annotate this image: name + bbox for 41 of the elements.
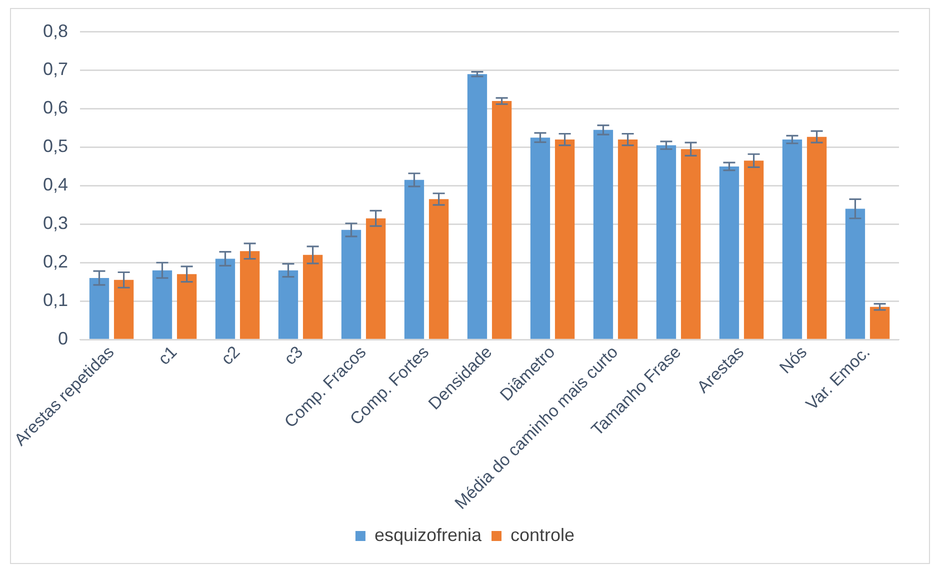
bar: [680, 149, 701, 339]
y-tick-label: 0,2: [42, 252, 68, 272]
bar: [114, 280, 134, 339]
bar: [530, 138, 550, 339]
bar: [176, 274, 197, 339]
bar: [618, 140, 638, 339]
bar: [656, 145, 676, 339]
bar: [719, 166, 740, 339]
bar: [240, 251, 260, 339]
x-tick-label: c1: [154, 342, 181, 369]
y-tick-label: 0,3: [42, 213, 68, 234]
bar: [215, 258, 236, 339]
bar: [744, 160, 764, 339]
x-tick-label: c3: [280, 342, 307, 369]
bar: [492, 101, 512, 339]
bar: [845, 208, 866, 339]
y-tick-label: 0: [58, 328, 68, 349]
bar: [404, 180, 424, 339]
bar: [366, 218, 386, 339]
legend-label: controle: [510, 524, 575, 545]
bar: [782, 140, 802, 339]
x-tick-label: c2: [218, 342, 244, 369]
bar: [593, 130, 614, 339]
bar: [467, 74, 488, 339]
bar: [554, 140, 575, 339]
bar: [870, 306, 890, 339]
bar: [302, 254, 323, 339]
legend-label: esquizofrenia: [374, 524, 483, 545]
bar: [152, 270, 172, 339]
x-tick-label: Nós: [776, 342, 811, 378]
bar: [428, 199, 449, 339]
bar: [278, 270, 298, 339]
y-tick-label: 0,1: [42, 290, 68, 310]
bar: [89, 278, 110, 339]
y-tick-label: 0,4: [42, 174, 68, 195]
bar: [341, 230, 362, 339]
y-tick-label: 0,6: [42, 98, 68, 118]
y-tick-label: 0,5: [42, 136, 68, 156]
y-tick-label: 0,7: [42, 59, 68, 80]
bar: [806, 136, 827, 339]
y-tick-label: 0,8: [42, 20, 68, 41]
